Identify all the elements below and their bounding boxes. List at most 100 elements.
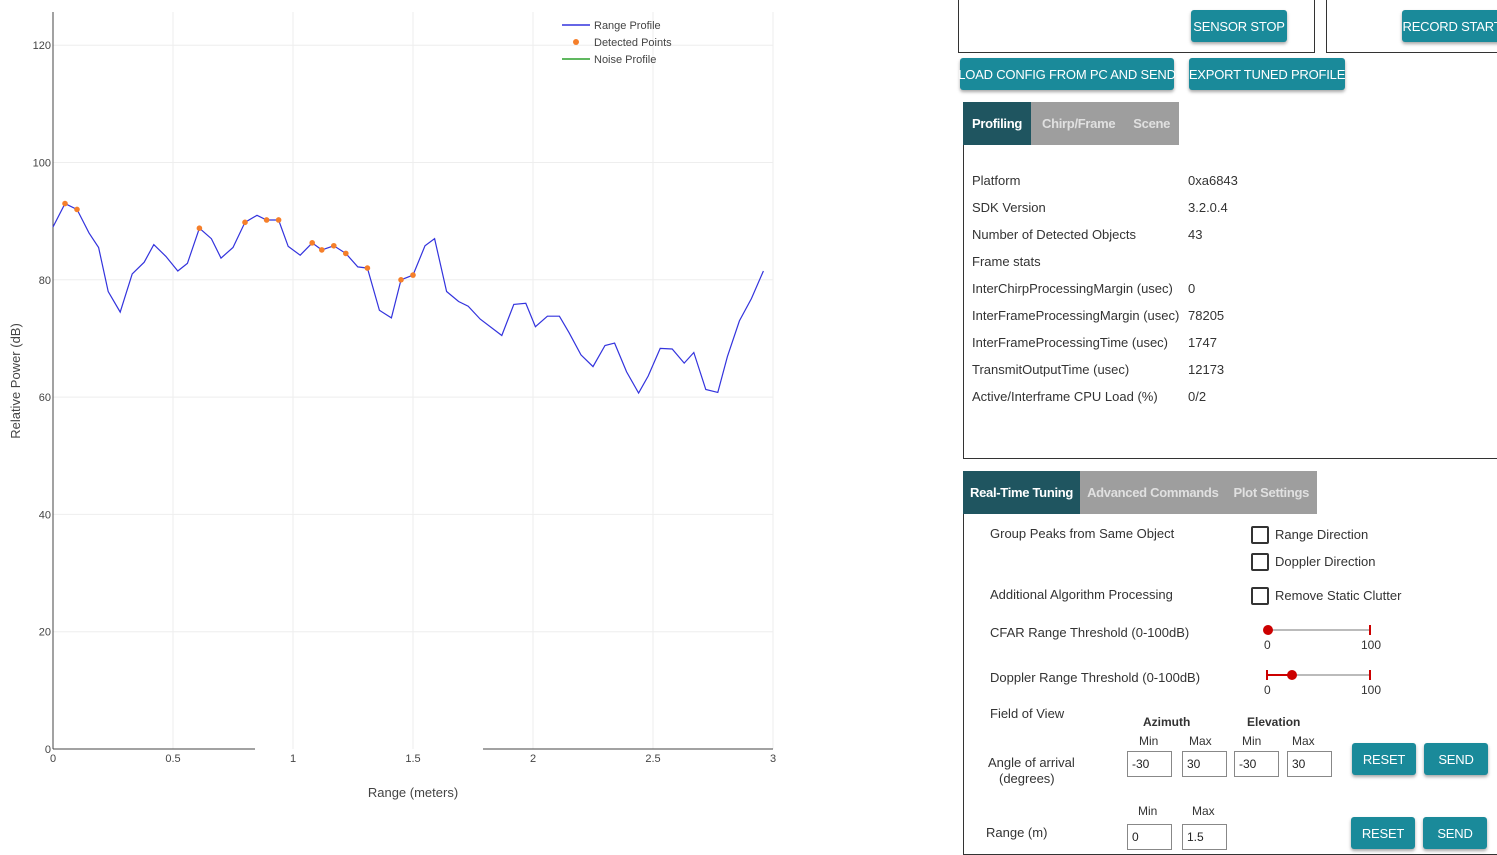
profiling-tabs: Profiling Chirp/Frame Scene — [963, 102, 1180, 145]
aoa-reset-button[interactable]: RESET — [1352, 743, 1416, 775]
profiling-row-value: 0/2 — [1188, 389, 1207, 404]
profiling-row-value: 1747 — [1188, 335, 1217, 350]
profiling-row-value: 0 — [1188, 281, 1196, 296]
detected-point — [309, 240, 316, 246]
chart-axes: 0 0.5 1 1.5 2 2.5 3 0 20 40 60 80 100 120 — [33, 12, 776, 765]
profiling-row-value: 12173 — [1188, 362, 1225, 377]
elevation-min-input[interactable] — [1234, 751, 1279, 777]
x-tick-label: 0 — [50, 753, 56, 765]
y-tick-label: 60 — [39, 392, 51, 404]
tab-plot-settings[interactable]: Plot Settings — [1225, 471, 1318, 514]
legend-label: Noise Profile — [594, 54, 656, 66]
range-min-header: Min — [1138, 804, 1158, 818]
sensor-stop-button[interactable]: SENSOR STOP — [1191, 10, 1287, 42]
y-tick-label: 80 — [39, 275, 51, 287]
chart-legend: Range Profile Detected Points Noise Profil… — [562, 20, 672, 66]
y-tick-label: 120 — [33, 40, 51, 52]
tab-profiling[interactable]: Profiling — [963, 102, 1031, 145]
legend-marker — [573, 39, 579, 45]
profiling-row-label: InterChirpProcessingMargin (usec) — [972, 281, 1173, 296]
x-axis-label: Range (meters) — [368, 785, 458, 800]
profiling-row-label: Platform — [972, 173, 1021, 188]
doppler-direction-checkbox[interactable] — [1251, 553, 1269, 571]
range-min-input[interactable] — [1127, 824, 1172, 850]
export-profile-button[interactable]: EXPORT TUNED PROFILE — [1189, 58, 1345, 90]
chart-grid — [53, 12, 774, 749]
doppler-max-label: 100 — [1361, 683, 1382, 697]
group-peaks-label: Group Peaks from Same Object — [990, 526, 1175, 541]
range-profile-chart: 0 0.5 1 1.5 2 2.5 3 0 20 40 60 80 100 120 Range Profi… — [8, 12, 776, 800]
detected-point — [242, 219, 248, 226]
azimuth-min-input[interactable] — [1127, 751, 1172, 777]
x-tick-label: 1.5 — [405, 753, 420, 765]
detected-point — [275, 217, 282, 223]
cfar-threshold-label: CFAR Range Threshold (0-100dB) — [990, 625, 1190, 640]
detected-point — [343, 250, 349, 257]
additional-processing-label: Additional Algorithm Processing — [990, 587, 1173, 602]
profiling-row-label: InterFrameProcessingTime (usec) — [972, 335, 1169, 350]
range-max-input[interactable] — [1182, 824, 1227, 850]
aoa-send-button[interactable]: SEND — [1424, 743, 1488, 775]
cfar-max-label: 100 — [1361, 638, 1382, 652]
tab-scene[interactable]: Scene — [1124, 102, 1180, 145]
x-tick-label: 0.5 — [165, 753, 180, 765]
doppler-slider-thumb[interactable] — [1287, 670, 1298, 680]
tuning-panel — [963, 514, 1497, 855]
tab-chirp-frame[interactable]: Chirp/Frame — [1031, 102, 1125, 145]
x-tick-label: 3 — [770, 753, 776, 765]
series-line-0 — [52, 202, 764, 395]
detected-point — [364, 265, 371, 271]
range-direction-label: Range Direction — [1275, 527, 1369, 542]
detected-point — [74, 206, 80, 213]
remove-static-clutter-checkbox[interactable] — [1251, 587, 1269, 605]
doppler-min-label: 0 — [1264, 683, 1271, 697]
range-direction-checkbox[interactable] — [1251, 526, 1269, 544]
elevation-header: Elevation — [1247, 715, 1301, 729]
el-min-header: Min — [1242, 734, 1262, 748]
x-tick-label: 1 — [290, 753, 296, 765]
range-max-header: Max — [1192, 804, 1215, 818]
x-tick-label: 2.5 — [645, 753, 660, 765]
field-of-view-label: Field of View — [990, 706, 1065, 721]
record-start-button[interactable]: RECORD START — [1402, 10, 1497, 42]
detected-point — [331, 242, 337, 249]
doppler-direction-label: Doppler Direction — [1275, 554, 1376, 569]
az-min-header: Min — [1139, 734, 1159, 748]
azimuth-max-input[interactable] — [1182, 751, 1227, 777]
load-config-button[interactable]: LOAD CONFIG FROM PC AND SEND — [958, 58, 1176, 90]
cfar-min-label: 0 — [1264, 638, 1271, 652]
detected-point — [263, 217, 270, 223]
detected-point — [196, 225, 203, 231]
y-tick-label: 40 — [39, 509, 51, 521]
detected-point — [62, 200, 68, 207]
profiling-row-value: 43 — [1188, 227, 1203, 242]
aoa-label: Angle of arrival — [988, 755, 1075, 770]
profiling-row-label: SDK Version — [972, 200, 1046, 215]
y-tick-label: 0 — [45, 744, 51, 756]
range-reset-button[interactable]: RESET — [1351, 817, 1415, 849]
azimuth-header: Azimuth — [1143, 715, 1191, 729]
y-tick-label: 100 — [33, 158, 51, 170]
tuning-tabs: Real-Time Tuning Advanced Commands Plot … — [963, 471, 1318, 514]
profiling-panel — [963, 145, 1497, 459]
tab-advanced-commands[interactable]: Advanced Commands — [1080, 471, 1226, 514]
profiling-row-value: 3.2.0.4 — [1188, 200, 1228, 215]
tab-real-time-tuning[interactable]: Real-Time Tuning — [963, 471, 1081, 514]
detected-point — [398, 277, 404, 283]
cfar-slider-thumb[interactable] — [1263, 625, 1273, 635]
profiling-row-value: 0xa6843 — [1188, 173, 1238, 188]
x-tick-label: 2 — [530, 753, 536, 765]
detected-point — [319, 247, 325, 253]
elevation-max-input[interactable] — [1287, 751, 1332, 777]
el-max-header: Max — [1292, 734, 1315, 748]
doppler-threshold-label: Doppler Range Threshold (0-100dB) — [990, 670, 1201, 685]
chart-series — [52, 200, 764, 395]
range-send-button[interactable]: SEND — [1423, 817, 1487, 849]
profiling-row-label: Active/Interframe CPU Load (%) — [972, 389, 1158, 404]
az-max-header: Max — [1189, 734, 1212, 748]
range-label: Range (m) — [986, 825, 1048, 840]
profiling-row-label: Frame stats — [972, 254, 1041, 269]
detected-point — [410, 272, 416, 278]
remove-static-clutter-label: Remove Static Clutter — [1275, 588, 1402, 603]
legend-label: Range Profile — [594, 20, 661, 32]
